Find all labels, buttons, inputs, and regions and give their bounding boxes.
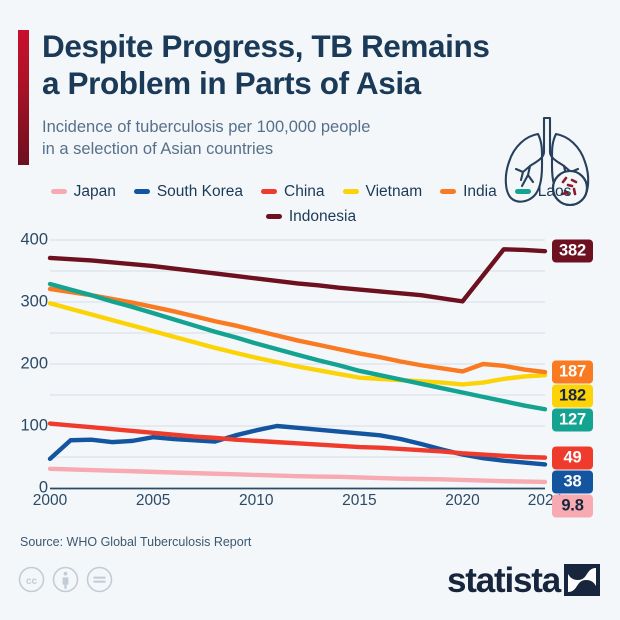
legend-label: Vietnam [365, 182, 423, 200]
x-axis-tick-label: 2020 [445, 492, 480, 509]
series-line-india [47, 286, 548, 375]
legend-label: India [463, 182, 497, 200]
legend-item-japan[interactable]: Japan [50, 181, 116, 202]
legend-label: China [284, 182, 325, 200]
gridlines [50, 239, 545, 458]
legend-item-india[interactable]: India [440, 181, 497, 202]
legend-swatch-icon [265, 214, 282, 219]
end-value-pill-south-korea: 38 [552, 470, 593, 494]
legend-swatch-icon [440, 189, 457, 194]
accent-bar [18, 30, 29, 165]
subtitle-line-1: Incidence of tuberculosis per 100,000 pe… [42, 118, 371, 136]
end-value-pill-japan: 9.8 [552, 494, 593, 518]
legend-item-laos[interactable]: Laos [514, 181, 572, 202]
y-axis-tick-label: 0 [38, 478, 48, 497]
y-axis-tick-label: 400 [20, 230, 48, 249]
end-value-pill-china: 49 [552, 446, 593, 470]
legend-label: Japan [73, 182, 116, 200]
page-subtitle: Incidence of tuberculosis per 100,000 pe… [42, 117, 492, 161]
y-axis-tick-label: 300 [20, 292, 48, 311]
legend-label: South Korea [156, 182, 244, 200]
legend-item-china[interactable]: China [261, 181, 325, 202]
statista-logo: statista [447, 560, 602, 600]
legend-swatch-icon [261, 189, 278, 194]
subtitle-line-2: in a selection of Asian countries [42, 139, 274, 158]
statista-mark-icon [564, 564, 600, 596]
y-axis-tick-label: 200 [20, 354, 48, 373]
creative-commons-icons: cc [18, 566, 113, 593]
cc-icon[interactable]: cc [18, 566, 45, 593]
legend-swatch-icon [342, 189, 359, 194]
legend-swatch-icon [133, 189, 150, 194]
series-line-china [47, 421, 548, 460]
series-line-south-korea [47, 423, 548, 467]
page-title: Despite Progress, TB Remains a Problem i… [42, 28, 572, 103]
x-axis-tick-label: 2010 [239, 492, 274, 509]
legend-item-vietnam[interactable]: Vietnam [342, 181, 423, 202]
lungs-icon [504, 116, 590, 207]
end-value-pill-vietnam: 182 [552, 384, 593, 408]
legend-label: Laos [537, 182, 572, 200]
series-line-vietnam [47, 301, 548, 387]
svg-text:cc: cc [26, 576, 38, 587]
end-value-pill-laos: 127 [552, 408, 593, 432]
series-line-indonesia [47, 247, 548, 304]
source-note: Source: WHO Global Tuberculosis Report [20, 535, 252, 549]
x-axis-tick-label: 2005 [135, 492, 171, 509]
chart-legend: Japan South Korea China Vietnam India Laos Ind… [46, 181, 576, 227]
x-axis-tick-label: 2000 [32, 492, 68, 509]
legend-item-south-korea[interactable]: South Korea [133, 181, 244, 202]
y-axis-tick-label: 100 [20, 416, 48, 435]
end-value-pill-indonesia: 382 [552, 239, 593, 263]
statista-wordmark: statista [447, 560, 561, 600]
legend-item-indonesia[interactable]: Indonesia [265, 206, 357, 227]
x-axis-tick-label: 2015 [342, 492, 377, 509]
y-axis-labels: 0 100 200 300 400 [8, 0, 48, 620]
title-line-2: a Problem in Parts of Asia [42, 65, 421, 102]
attribution-icon[interactable] [52, 566, 79, 593]
no-derivatives-icon[interactable] [86, 566, 113, 593]
title-line-1: Despite Progress, TB Remains [42, 28, 490, 64]
legend-swatch-icon [514, 189, 531, 194]
end-value-pill-india: 187 [552, 360, 593, 384]
series-line-laos [47, 281, 548, 412]
series-line-japan [47, 466, 548, 485]
legend-swatch-icon [50, 189, 67, 194]
legend-label: Indonesia [288, 207, 357, 225]
data-series-group [47, 247, 548, 485]
